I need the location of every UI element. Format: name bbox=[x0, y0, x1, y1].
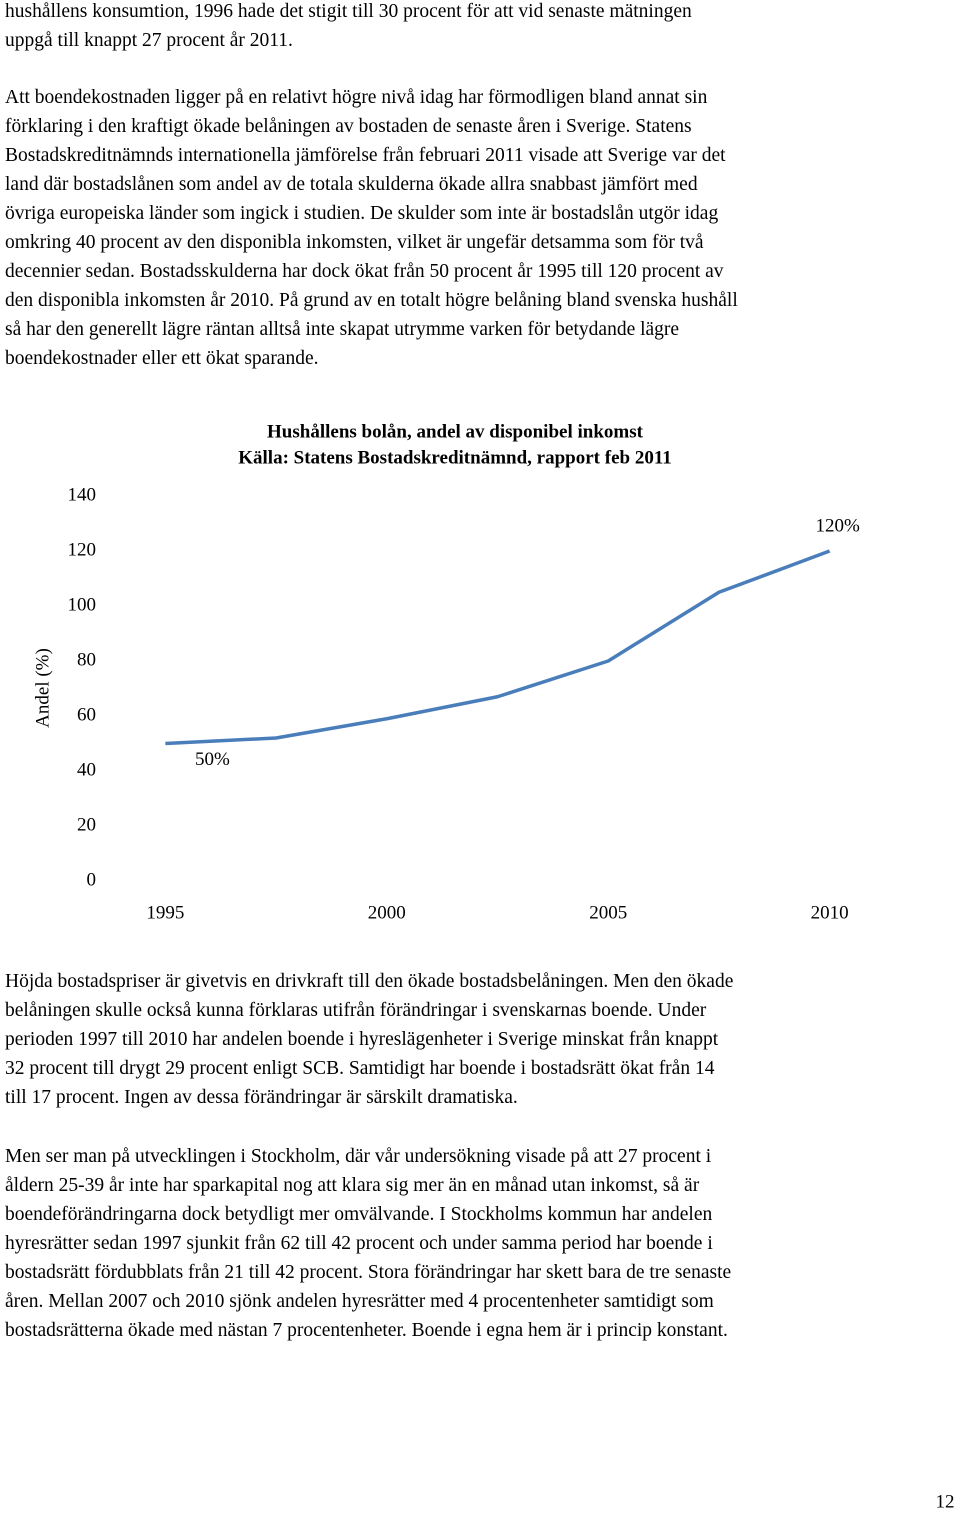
text-line: boendekostnader eller ett ökat sparande. bbox=[5, 348, 319, 369]
text-line: decennier sedan. Bostadsskulderna har do… bbox=[5, 261, 724, 282]
data-label: 50% bbox=[195, 749, 230, 770]
text-line: Höjda bostadspriser är givetvis en drivk… bbox=[5, 971, 734, 992]
text-line: förklaring i den kraftigt ökade belåning… bbox=[5, 116, 692, 137]
y-axis-label: Andel (%) bbox=[32, 648, 53, 728]
y-tick-label: 120 bbox=[68, 539, 97, 560]
text-line: hushållens konsumtion, 1996 hade det sti… bbox=[5, 1, 692, 22]
text-line: bostadsrätterna ökade med nästan 7 proce… bbox=[5, 1320, 728, 1341]
chart-subtitle: Källa: Statens Bostadskreditnämnd, rappo… bbox=[238, 447, 672, 468]
text-line: Men ser man på utvecklingen i Stockholm,… bbox=[5, 1146, 712, 1167]
y-tick-label: 20 bbox=[77, 814, 96, 835]
text-line: boendeförändringarna dock betydligt mer … bbox=[5, 1204, 713, 1225]
paragraph: hushållens konsumtion, 1996 hade det sti… bbox=[5, 0, 692, 55]
x-tick-label: 1995 bbox=[146, 902, 184, 923]
text-line: belåningen skulle också kunna förklaras … bbox=[5, 1000, 707, 1021]
text-line: övriga europeiska länder som ingick i st… bbox=[5, 203, 719, 224]
paragraph: Att boendekostnaden ligger på en relativ… bbox=[5, 83, 738, 373]
text-line: omkring 40 procent av den disponibla ink… bbox=[5, 232, 704, 253]
chart-title: Hushållens bolån, andel av disponibel in… bbox=[267, 421, 644, 442]
y-tick-label: 60 bbox=[77, 704, 96, 725]
text-line: bostadsrätt fördubblats från 21 till 42 … bbox=[5, 1262, 732, 1283]
text-line: Att boendekostnaden ligger på en relativ… bbox=[5, 87, 708, 108]
paragraph: Höjda bostadspriser är givetvis en drivk… bbox=[5, 967, 733, 1112]
text-line: 32 procent till drygt 29 procent enligt … bbox=[5, 1058, 715, 1079]
x-tick-label: 2005 bbox=[589, 902, 627, 923]
text-line: Bostadskreditnämnds internationella jämf… bbox=[5, 145, 726, 166]
text-line: hyresrätter sedan 1997 sjunkit från 62 t… bbox=[5, 1233, 713, 1254]
paragraph: Men ser man på utvecklingen i Stockholm,… bbox=[5, 1142, 731, 1345]
text-line: till 17 procent. Ingen av dessa förändri… bbox=[5, 1087, 518, 1108]
y-tick-label: 80 bbox=[77, 649, 96, 670]
text-line: land där bostadslånen som andel av de to… bbox=[5, 174, 698, 195]
x-tick-label: 2010 bbox=[811, 902, 849, 923]
text-line: perioden 1997 till 2010 har andelen boen… bbox=[5, 1029, 719, 1050]
data-line bbox=[165, 549, 831, 746]
text-line: uppgå till knappt 27 procent år 2011. bbox=[5, 30, 293, 51]
data-label: 120% bbox=[815, 515, 860, 536]
text-line: åldern 25-39 år inte har sparkapital nog… bbox=[5, 1175, 700, 1196]
text-line: åren. Mellan 2007 och 2010 sjönk andelen… bbox=[5, 1291, 714, 1312]
x-tick-label: 2000 bbox=[368, 902, 406, 923]
text-line: så har den generellt lägre räntan alltså… bbox=[5, 319, 680, 340]
y-tick-label: 140 bbox=[68, 484, 97, 505]
y-tick-label: 0 bbox=[87, 869, 97, 890]
y-tick-label: 40 bbox=[77, 759, 96, 780]
page-number: 12 bbox=[936, 1491, 955, 1512]
text-line: den disponibla inkomsten år 2010. På gru… bbox=[5, 290, 738, 311]
y-tick-label: 100 bbox=[68, 594, 97, 615]
